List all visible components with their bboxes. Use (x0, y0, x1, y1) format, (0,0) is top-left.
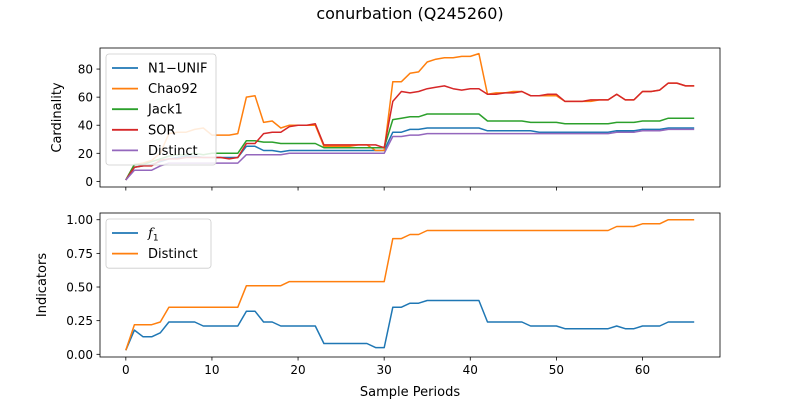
x-axis-label: Sample Periods (360, 385, 460, 400)
y-axis-label: Cardinality (50, 82, 65, 153)
legend-label-chao92: Chao92 (148, 82, 198, 97)
legend-label-f1: f1 (147, 227, 159, 244)
y-tick-label: 60 (78, 91, 93, 105)
series-line-sor (125, 82, 695, 181)
x-tick-label: 10 (204, 363, 219, 377)
x-tick-label: 60 (635, 363, 650, 377)
figure-title: conurbation (Q245260) (316, 4, 503, 23)
cardinality-axes: 0 20 40 60 80 Cardinality N1−UNIF Chao92 Jack1 SO… (50, 47, 721, 191)
x-tick-label: 40 (463, 363, 478, 377)
legend-label-distinct: Distinct (148, 144, 198, 159)
y-tick-label: 0.25 (66, 314, 93, 328)
axes-frame (99, 47, 721, 188)
series-line-distinct (125, 218, 695, 351)
series-line-f1 (125, 299, 695, 351)
y-axis-label: Indicators (35, 253, 50, 317)
x-tick-label: 50 (549, 363, 564, 377)
series-line-distinct (125, 128, 695, 181)
legend-box (105, 218, 212, 269)
axes-frame (99, 212, 721, 358)
legend-label-jack1: Jack1 (147, 103, 183, 118)
indicators-axes: 0 10 20 30 40 50 60 0.00 0.25 0.50 0.75 1.00 Indicat… (35, 212, 721, 377)
y-tick-label: 0.00 (66, 348, 93, 362)
legend: f1 Distinct (105, 218, 212, 269)
legend-label-distinct: Distinct (148, 247, 198, 262)
y-tick-label: 0.75 (66, 247, 93, 261)
legend-label-sor: SOR (148, 123, 176, 138)
y-tick-label: 80 (78, 63, 93, 77)
y-tick-label: 1.00 (66, 213, 93, 227)
legend-box (105, 53, 217, 166)
x-tick-label: 30 (377, 363, 392, 377)
x-tick-label: 20 (290, 363, 305, 377)
x-tick-label: 0 (122, 363, 130, 377)
y-tick-label: 0 (85, 175, 93, 189)
legend-label-n1-unif: N1−UNIF (148, 62, 207, 77)
y-tick-label: 40 (78, 119, 93, 133)
y-tick-label: 20 (78, 147, 93, 161)
legend: N1−UNIF Chao92 Jack1 SOR Distinct (105, 53, 217, 166)
y-tick-label: 0.50 (66, 281, 93, 295)
series-line-jack1 (125, 113, 695, 181)
